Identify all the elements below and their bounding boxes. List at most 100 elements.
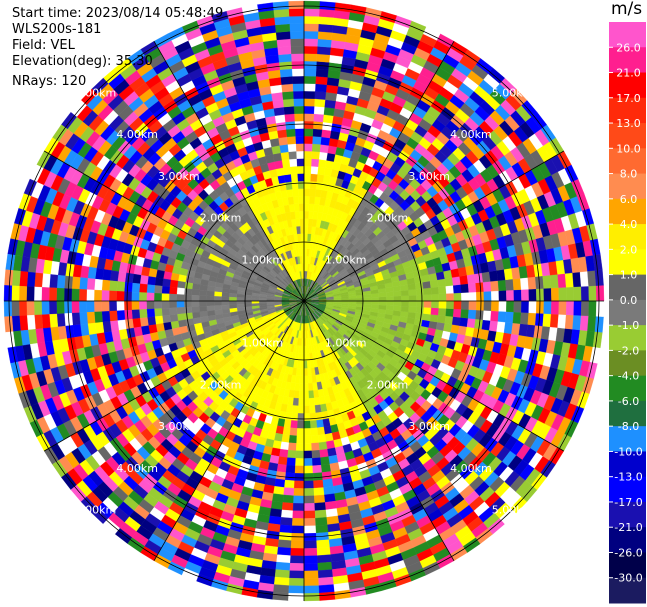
range-gate <box>308 390 315 399</box>
range-gate <box>3 300 13 317</box>
range-gate <box>438 293 447 302</box>
range-gate <box>303 450 313 459</box>
range-gate <box>161 293 170 302</box>
range-gate <box>303 562 319 572</box>
range-gate <box>306 233 312 242</box>
range-gate <box>4 269 14 286</box>
range-gate <box>496 269 506 281</box>
range-gate <box>321 129 332 139</box>
range-gate <box>4 316 14 333</box>
range-gate <box>506 289 515 302</box>
range-gate <box>303 503 316 512</box>
range-gate <box>273 106 285 116</box>
range-gate <box>283 106 295 115</box>
range-gate <box>290 173 298 182</box>
range-gate <box>594 316 604 333</box>
range-gate <box>303 180 311 189</box>
range-gate <box>34 272 44 288</box>
range-gate <box>521 300 530 313</box>
range-gate <box>101 300 110 312</box>
range-gate <box>446 300 455 310</box>
range-gate <box>445 285 454 294</box>
range-gate <box>437 314 446 324</box>
range-gate <box>303 585 320 594</box>
range-gate <box>303 435 312 444</box>
range-gate <box>310 427 319 436</box>
range-gate <box>228 296 237 302</box>
range-gate <box>303 188 311 197</box>
range-gate <box>303 75 316 84</box>
range-gate <box>317 159 327 168</box>
range-gate <box>289 570 305 579</box>
range-gate <box>276 554 291 564</box>
range-gate <box>400 305 410 313</box>
range-gate <box>71 288 80 302</box>
range-gate <box>453 292 462 302</box>
range-gate <box>297 420 305 429</box>
range-gate <box>423 287 432 295</box>
range-gate <box>279 448 289 458</box>
range-gate <box>277 539 292 549</box>
range-ring-label: 1.00km <box>325 253 367 266</box>
range-gate <box>557 273 567 288</box>
range-gate <box>131 300 140 311</box>
range-gate <box>281 91 294 100</box>
range-gate <box>303 383 309 392</box>
range-ring-label: 2.00km <box>200 212 242 225</box>
range-gate <box>293 390 300 399</box>
range-gate <box>86 300 95 313</box>
colorbar-label: 1.0 <box>620 269 638 282</box>
range-gate <box>378 300 387 306</box>
range-gate <box>297 188 305 197</box>
range-gate <box>429 314 439 323</box>
range-gate <box>489 320 499 332</box>
range-gate <box>482 310 492 321</box>
range-gate <box>132 273 142 284</box>
range-gate <box>236 300 245 305</box>
range-gate <box>303 390 310 399</box>
range-gate <box>303 570 319 579</box>
range-gate <box>288 577 305 587</box>
range-gate <box>414 312 424 320</box>
range-gate <box>49 274 59 289</box>
range-gate <box>154 315 164 325</box>
range-gate <box>290 45 305 54</box>
range-gate <box>288 585 305 594</box>
range-gate <box>322 174 331 184</box>
range-gate <box>296 360 302 369</box>
range-gate <box>322 114 334 124</box>
range-gate <box>78 300 87 313</box>
range-gate <box>313 479 324 489</box>
range-gate <box>280 441 290 451</box>
range-gate <box>459 275 469 285</box>
range-gate <box>93 289 102 302</box>
colorbar-label: -26.0 <box>614 546 642 559</box>
range-gate <box>285 128 296 138</box>
range-gate <box>431 293 440 302</box>
range-gate <box>206 295 215 302</box>
range-gate <box>542 274 552 289</box>
range-gate <box>483 291 492 302</box>
range-gate <box>299 383 305 392</box>
range-gate <box>444 277 454 287</box>
range-gate <box>303 53 318 62</box>
range-gate <box>303 218 309 227</box>
range-gate <box>303 23 319 32</box>
range-gate <box>303 488 315 497</box>
range-gate <box>191 283 201 291</box>
range-gate <box>453 284 462 294</box>
range-gate <box>288 435 298 444</box>
range-gate <box>139 317 149 327</box>
range-gate <box>169 286 178 295</box>
range-gate <box>319 1 336 11</box>
range-gate <box>475 282 484 293</box>
range-gate <box>277 53 292 63</box>
range-ring-label: 3.00km <box>158 420 200 433</box>
range-gate <box>324 99 336 109</box>
range-gate <box>513 289 522 302</box>
range-gate <box>408 300 417 308</box>
range-gate <box>312 472 323 481</box>
range-gate <box>290 548 305 557</box>
range-gate <box>71 312 81 326</box>
range-gate <box>33 300 43 316</box>
